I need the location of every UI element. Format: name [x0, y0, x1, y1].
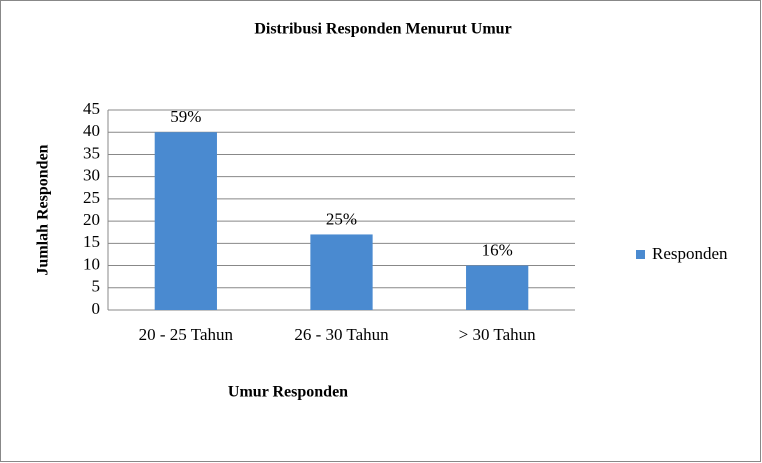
- x-tick-label: 26 - 30 Tahun: [294, 325, 389, 344]
- y-tick-label: 10: [83, 254, 100, 273]
- chart-title: Distribusi Responden Menurut Umur: [254, 21, 511, 38]
- y-axis-label: Jumlah Responden: [35, 144, 52, 275]
- y-tick-label: 0: [92, 299, 101, 318]
- data-label: 25%: [326, 209, 357, 228]
- bar: [154, 132, 217, 310]
- y-tick-label: 45: [83, 99, 100, 118]
- x-tick-label: 20 - 25 Tahun: [139, 325, 234, 344]
- legend-swatch: [636, 250, 645, 259]
- bar: [310, 234, 373, 310]
- y-tick-label: 5: [92, 277, 101, 296]
- y-tick-label: 20: [83, 210, 100, 229]
- y-tick-label: 35: [83, 143, 100, 162]
- data-label: 59%: [170, 107, 201, 126]
- data-label: 16%: [482, 240, 513, 259]
- y-tick-label: 40: [83, 121, 100, 140]
- legend-label: Responden: [652, 244, 728, 263]
- x-axis-label: Umur Responden: [228, 384, 348, 401]
- y-tick-label: 15: [83, 232, 100, 251]
- y-tick-label: 30: [83, 166, 100, 185]
- x-tick-label: > 30 Tahun: [459, 325, 537, 344]
- y-tick-label: 25: [83, 188, 100, 207]
- bar: [466, 265, 529, 310]
